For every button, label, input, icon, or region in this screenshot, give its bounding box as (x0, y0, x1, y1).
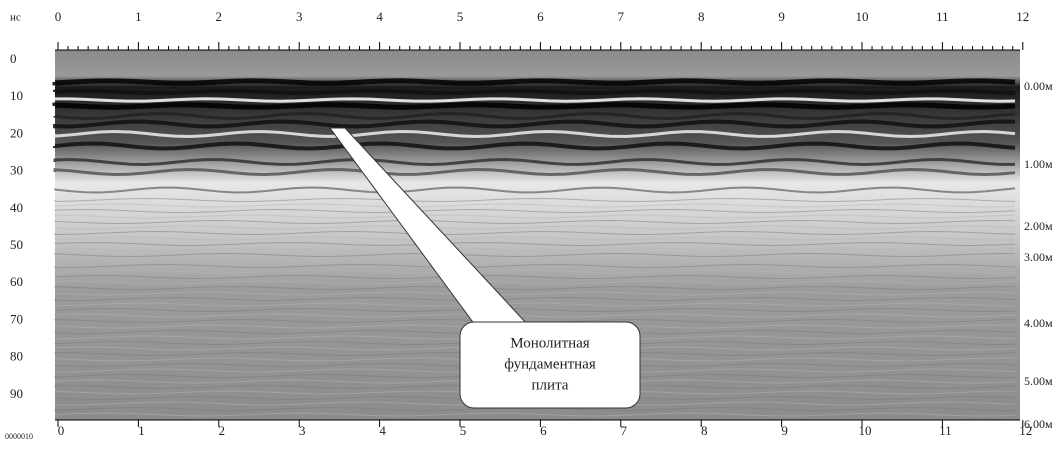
top-tick-label: 5 (457, 9, 464, 24)
reflection-band (53, 158, 1016, 167)
top-tick-label: 12 (1016, 9, 1029, 24)
bottom-tick-label: 10 (859, 423, 872, 438)
bottom-tick-label: 11 (939, 423, 952, 438)
texture-line (54, 230, 1016, 236)
reflection-band (53, 97, 1016, 103)
left-tick-label: 40 (10, 200, 23, 215)
top-tick-label: 0 (55, 9, 62, 24)
bottom-tick-label: 2 (219, 423, 226, 438)
texture-line (54, 313, 1016, 318)
bottom-tick-label: 6 (540, 423, 547, 438)
reflection-band (53, 167, 1016, 177)
texture-line (54, 214, 1016, 219)
left-tick-label: 30 (10, 163, 23, 178)
texture-line (54, 269, 1016, 274)
texture-line (54, 247, 1016, 252)
annotation-text: Монолитная (510, 335, 590, 351)
top-tick-label: 4 (376, 9, 383, 24)
right-tick-label: 6.00м (1024, 417, 1053, 431)
top-tick-label: 10 (856, 9, 869, 24)
bottom-tick-label: 8 (701, 423, 708, 438)
top-tick-label: 1 (135, 9, 142, 24)
texture-line (54, 252, 1016, 257)
bottom-tick-label: 1 (138, 423, 145, 438)
callout-box (459, 321, 641, 409)
reflection-band (54, 186, 1016, 194)
texture-line (54, 203, 1016, 208)
reflection-bands (52, 78, 1016, 417)
top-tick-label: 6 (537, 9, 544, 24)
right-tick-label: 0.00м (1024, 79, 1053, 93)
reflection-band (53, 112, 1016, 120)
texture-line (54, 225, 1016, 230)
bottom-tick-label: 7 (621, 423, 628, 438)
texture-line (54, 236, 1016, 241)
reflection-band (53, 129, 1016, 139)
right-tick-label: 2.00м (1024, 219, 1053, 233)
left-axis-title: нс (10, 12, 21, 24)
left-tick-label: 70 (10, 311, 23, 326)
right-tick-label: 3.00м (1024, 250, 1053, 264)
texture-line (54, 307, 1016, 312)
bottom-tick-label: 4 (379, 423, 386, 438)
top-tick-label: 7 (618, 9, 625, 24)
bottom-tick-label: 3 (299, 423, 306, 438)
texture-line (54, 412, 1016, 417)
texture-line (54, 285, 1016, 290)
bottom-tick-label: 5 (460, 423, 467, 438)
left-tick-label: 60 (10, 274, 23, 289)
top-tick-label: 2 (216, 9, 223, 24)
texture-line (54, 280, 1016, 285)
reflection-band (52, 102, 1016, 110)
bottom-tick-label: 9 (781, 423, 788, 438)
texture-line (54, 275, 1016, 279)
bottom-tick-label: 0 (58, 423, 65, 438)
texture-line (54, 302, 1016, 307)
texture-line (54, 220, 1016, 225)
reflection-band (53, 88, 1016, 96)
texture-line (54, 297, 1016, 302)
texture-line (54, 242, 1016, 247)
left-tick-label: 90 (10, 386, 23, 401)
right-tick-label: 4.00м (1024, 316, 1053, 330)
texture-line (54, 264, 1016, 268)
left-tick-label: 0 (10, 51, 17, 66)
texture-line (54, 197, 1016, 202)
top-tick-label: 9 (778, 9, 785, 24)
annotation-text: фундаментная (504, 356, 596, 372)
texture-line (54, 258, 1016, 263)
annotation-text: плита (532, 377, 569, 393)
callout-joint (476, 323, 527, 328)
left-tick-label: 50 (10, 237, 23, 252)
top-tick-label: 11 (936, 9, 949, 24)
texture-line (54, 209, 1016, 213)
left-tick-label: 20 (10, 125, 23, 140)
reflection-band (53, 119, 1016, 129)
reflection-band (52, 78, 1016, 86)
reflection-band (53, 141, 1016, 151)
top-tick-label: 3 (296, 9, 303, 24)
left-tick-label: 10 (10, 88, 23, 103)
top-tick-label: 8 (698, 9, 705, 24)
bottom-corner-label: 0000010 (5, 432, 33, 441)
right-tick-label: 1.00м (1024, 157, 1053, 171)
right-tick-label: 5.00м (1024, 374, 1053, 388)
left-tick-label: 80 (10, 349, 23, 364)
texture-line (54, 291, 1016, 296)
